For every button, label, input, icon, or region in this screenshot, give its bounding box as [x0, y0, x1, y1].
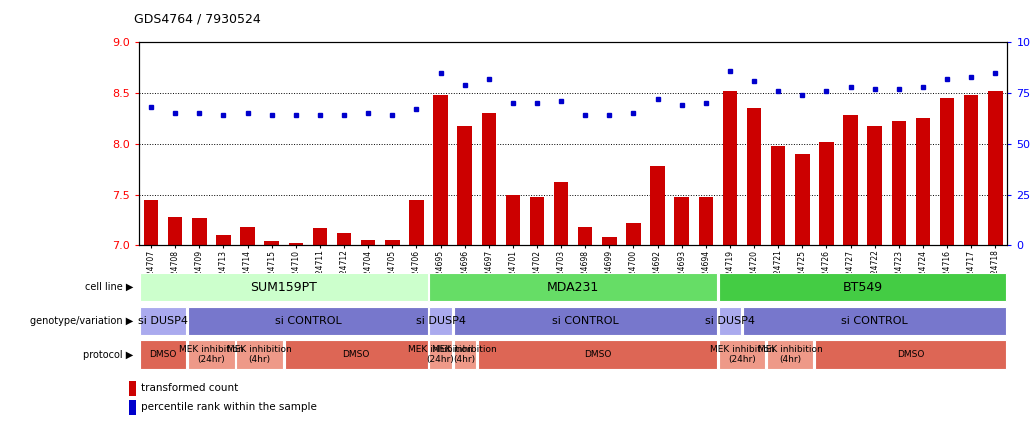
Bar [313, 228, 328, 245]
Bar [482, 113, 496, 245]
Bar [453, 307, 717, 335]
Text: MDA231: MDA231 [547, 280, 599, 294]
Bar [409, 200, 423, 245]
Text: DMSO: DMSO [342, 350, 370, 359]
Bar [453, 341, 476, 369]
Bar [457, 126, 472, 245]
Bar [747, 108, 761, 245]
Text: si DUSP4: si DUSP4 [415, 316, 466, 326]
Bar [430, 307, 451, 335]
Bar [288, 243, 303, 245]
Bar [140, 341, 186, 369]
Text: si CONTROL: si CONTROL [552, 316, 619, 326]
Text: si DUSP4: si DUSP4 [705, 316, 755, 326]
Text: DMSO: DMSO [149, 350, 177, 359]
Bar [129, 400, 136, 415]
Bar [939, 98, 954, 245]
Bar [816, 341, 1006, 369]
Bar [434, 95, 448, 245]
Text: SUM159PT: SUM159PT [250, 280, 317, 294]
Bar [385, 240, 400, 245]
Bar [743, 307, 1006, 335]
Bar [819, 142, 833, 245]
Text: MEK inhibition
(24hr): MEK inhibition (24hr) [179, 345, 244, 364]
Text: transformed count: transformed count [141, 383, 238, 393]
Text: MEK inhibition
(24hr): MEK inhibition (24hr) [710, 345, 775, 364]
Bar [626, 223, 641, 245]
Bar [337, 233, 351, 245]
Text: protocol ▶: protocol ▶ [82, 350, 133, 360]
Bar [144, 200, 159, 245]
Text: MEK inhibition
(4hr): MEK inhibition (4hr) [228, 345, 293, 364]
Bar [140, 273, 427, 301]
Bar [675, 197, 689, 245]
Text: si DUSP4: si DUSP4 [138, 316, 188, 326]
Text: cell line ▶: cell line ▶ [84, 282, 133, 292]
Text: GDS4764 / 7930524: GDS4764 / 7930524 [134, 12, 261, 25]
Bar [892, 121, 906, 245]
Bar [216, 235, 231, 245]
Bar [964, 95, 978, 245]
Text: BT549: BT549 [843, 280, 883, 294]
Text: si CONTROL: si CONTROL [275, 316, 341, 326]
Bar [265, 241, 279, 245]
Bar [771, 146, 786, 245]
Text: DMSO: DMSO [897, 350, 925, 359]
Bar [140, 307, 186, 335]
Text: MEK inhibition
(4hr): MEK inhibition (4hr) [758, 345, 823, 364]
Bar [188, 307, 427, 335]
Bar [719, 341, 765, 369]
Bar [719, 307, 741, 335]
Bar [129, 381, 136, 396]
Bar [240, 227, 254, 245]
Bar [844, 115, 858, 245]
Text: MEK inhibition
(24hr): MEK inhibition (24hr) [408, 345, 473, 364]
Text: MEK inhibition
(4hr): MEK inhibition (4hr) [433, 345, 497, 364]
Bar [430, 273, 717, 301]
Bar [478, 341, 717, 369]
Bar [795, 154, 810, 245]
Bar [719, 273, 1006, 301]
Bar [237, 341, 283, 369]
Bar [916, 118, 930, 245]
Bar [988, 91, 1002, 245]
Text: si CONTROL: si CONTROL [842, 316, 908, 326]
Text: DMSO: DMSO [584, 350, 611, 359]
Bar [650, 166, 664, 245]
Bar [578, 227, 592, 245]
Bar [168, 217, 182, 245]
Bar [723, 91, 737, 245]
Bar [360, 240, 375, 245]
Bar [554, 182, 569, 245]
Bar [529, 197, 544, 245]
Bar [698, 197, 713, 245]
Bar [188, 341, 235, 369]
Text: genotype/variation ▶: genotype/variation ▶ [30, 316, 133, 326]
Bar [867, 126, 882, 245]
Text: percentile rank within the sample: percentile rank within the sample [141, 402, 317, 412]
Bar [193, 218, 207, 245]
Bar [767, 341, 814, 369]
Bar [430, 341, 451, 369]
Bar [506, 195, 520, 245]
Bar [603, 237, 617, 245]
Bar [284, 341, 427, 369]
